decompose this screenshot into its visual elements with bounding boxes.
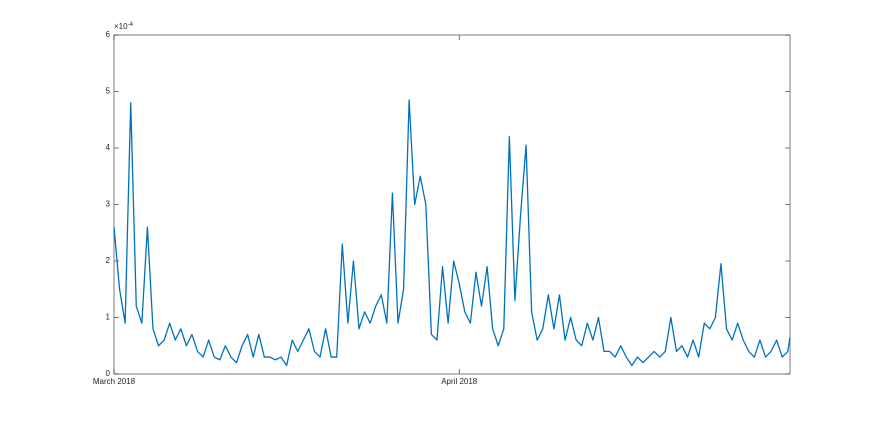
y-tick-label: 0 [106, 369, 111, 378]
y-tick-label: 2 [106, 256, 111, 265]
y-tick-label: 5 [106, 87, 111, 96]
y-tick-label: 3 [106, 200, 111, 209]
y-tick-label: 1 [106, 313, 111, 322]
axes-box [113, 34, 791, 375]
multiplier-exponent: -4 [128, 22, 134, 28]
y-tick-label: 6 [106, 30, 111, 39]
x-tick-label: March 2018 [93, 377, 136, 386]
line-series [113, 99, 791, 367]
y-tick-label: 4 [106, 143, 111, 152]
x-tick-label: April 2018 [441, 377, 478, 386]
multiplier-base: ×10 [114, 22, 128, 31]
axis-multiplier: ×10-4 [114, 22, 134, 32]
